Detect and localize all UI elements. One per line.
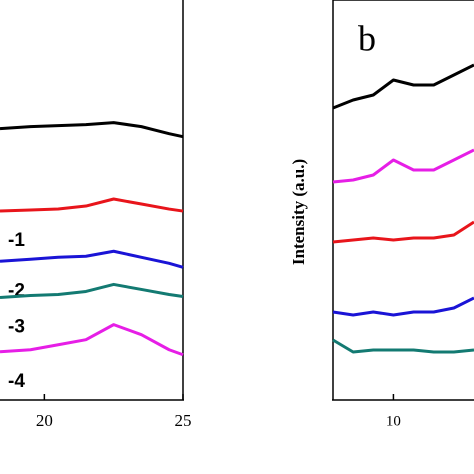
series-label: -4 (8, 371, 25, 392)
line-series (332, 220, 474, 244)
line-series (332, 63, 474, 110)
line-series (0, 323, 184, 357)
series-label: -3 (8, 317, 25, 338)
line-series (0, 249, 184, 269)
y-axis-label: Intensity (a.u.) (289, 159, 308, 265)
x-tick-label: 10 (386, 413, 401, 429)
line-series (0, 282, 184, 299)
line-series (332, 148, 474, 184)
x-tick-label: 20 (36, 411, 53, 430)
series-label: -1 (8, 230, 25, 251)
x-tick-label: 25 (175, 411, 192, 430)
line-series (332, 296, 474, 317)
panel-label: b (358, 18, 376, 58)
line-series (332, 338, 474, 354)
line-series (0, 121, 184, 139)
line-series (0, 197, 184, 213)
